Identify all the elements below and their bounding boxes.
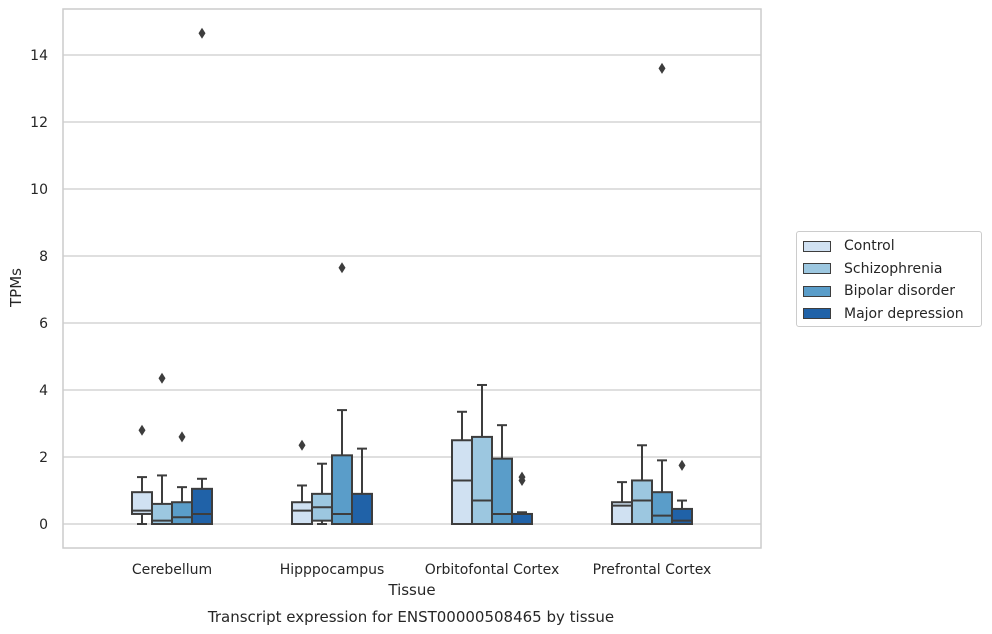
legend-item: Control [803, 236, 895, 256]
outlier-point [658, 62, 666, 74]
box-bipolar-disorder [651, 62, 673, 525]
box-major-depression [351, 447, 373, 526]
box-control [131, 424, 153, 525]
box-body [671, 507, 693, 525]
legend-swatch [803, 285, 831, 297]
legend-item: Schizophrenia [803, 259, 942, 279]
box-schizophrenia [471, 383, 493, 525]
box-bipolar-disorder [331, 262, 353, 526]
box-body [451, 439, 473, 525]
x-tick-label: Orbitofontal Cortex [425, 562, 560, 578]
boxes [131, 27, 693, 526]
x-tick-label: Cerebellum [132, 562, 212, 578]
legend-label: Control [844, 238, 895, 254]
box-body [331, 454, 353, 526]
y-tick-label: 2 [39, 450, 48, 466]
box-body [291, 501, 313, 526]
legend-item: Major depression [803, 304, 964, 324]
legend-label: Schizophrenia [844, 260, 943, 277]
box-major-depression [671, 459, 693, 525]
y-tick-label: 14 [30, 48, 48, 64]
y-tick-label: 8 [39, 249, 48, 265]
y-tick-label: 4 [39, 383, 48, 399]
outlier-point [198, 27, 206, 39]
legend-swatch [803, 263, 831, 274]
legend-label: Major depression [844, 305, 964, 322]
box-body [651, 491, 673, 525]
outlier-point [338, 262, 346, 274]
box-bipolar-disorder [171, 431, 193, 526]
legend-swatch [803, 240, 831, 252]
gridlines [63, 54, 761, 525]
box-body [491, 457, 513, 525]
legend-item: Bipolar disorder [803, 281, 955, 301]
box-bipolar-disorder [491, 424, 513, 525]
box-body [631, 479, 653, 526]
chart-title: Transcript expression for ENST0000050846… [207, 608, 614, 626]
box-schizophrenia [631, 444, 653, 526]
y-tick-label: 0 [39, 517, 48, 533]
box-major-depression [191, 27, 213, 526]
box-body [471, 435, 493, 525]
legend: Control Schizophrenia Bipolar disorder Majo… [796, 231, 982, 327]
box-schizophrenia [311, 462, 333, 525]
y-axis-label: TPMs [7, 268, 25, 308]
outlier-point [678, 459, 686, 471]
legend-label: Bipolar disorder [844, 283, 956, 299]
box-control [611, 481, 633, 526]
outlier-point [518, 471, 526, 483]
x-axis-label: Tissue [387, 581, 435, 599]
box-body [191, 487, 213, 526]
outlier-point [298, 439, 306, 451]
box-major-depression [511, 471, 533, 526]
legend-swatch [803, 308, 831, 319]
y-tick-labels: 0 2 4 6 8 10 12 14 [30, 48, 48, 533]
box-body [171, 501, 193, 526]
x-tick-label: Prefrontal Cortex [593, 562, 712, 578]
outlier-point [138, 424, 146, 436]
box-control [291, 439, 313, 526]
outlier-point [158, 372, 166, 384]
y-tick-label: 10 [30, 182, 48, 198]
plot-frame [62, 8, 762, 549]
outlier-point [178, 431, 186, 443]
box-body [351, 492, 373, 526]
y-tick-label: 6 [39, 316, 48, 332]
y-tick-label: 12 [30, 115, 48, 131]
box-schizophrenia [151, 372, 173, 525]
x-tick-labels: Cerebellum Hipppocampus Orbitofontal Corte… [132, 562, 711, 578]
box-control [451, 410, 473, 525]
x-tick-label: Hipppocampus [280, 562, 385, 578]
box-body [511, 512, 533, 526]
